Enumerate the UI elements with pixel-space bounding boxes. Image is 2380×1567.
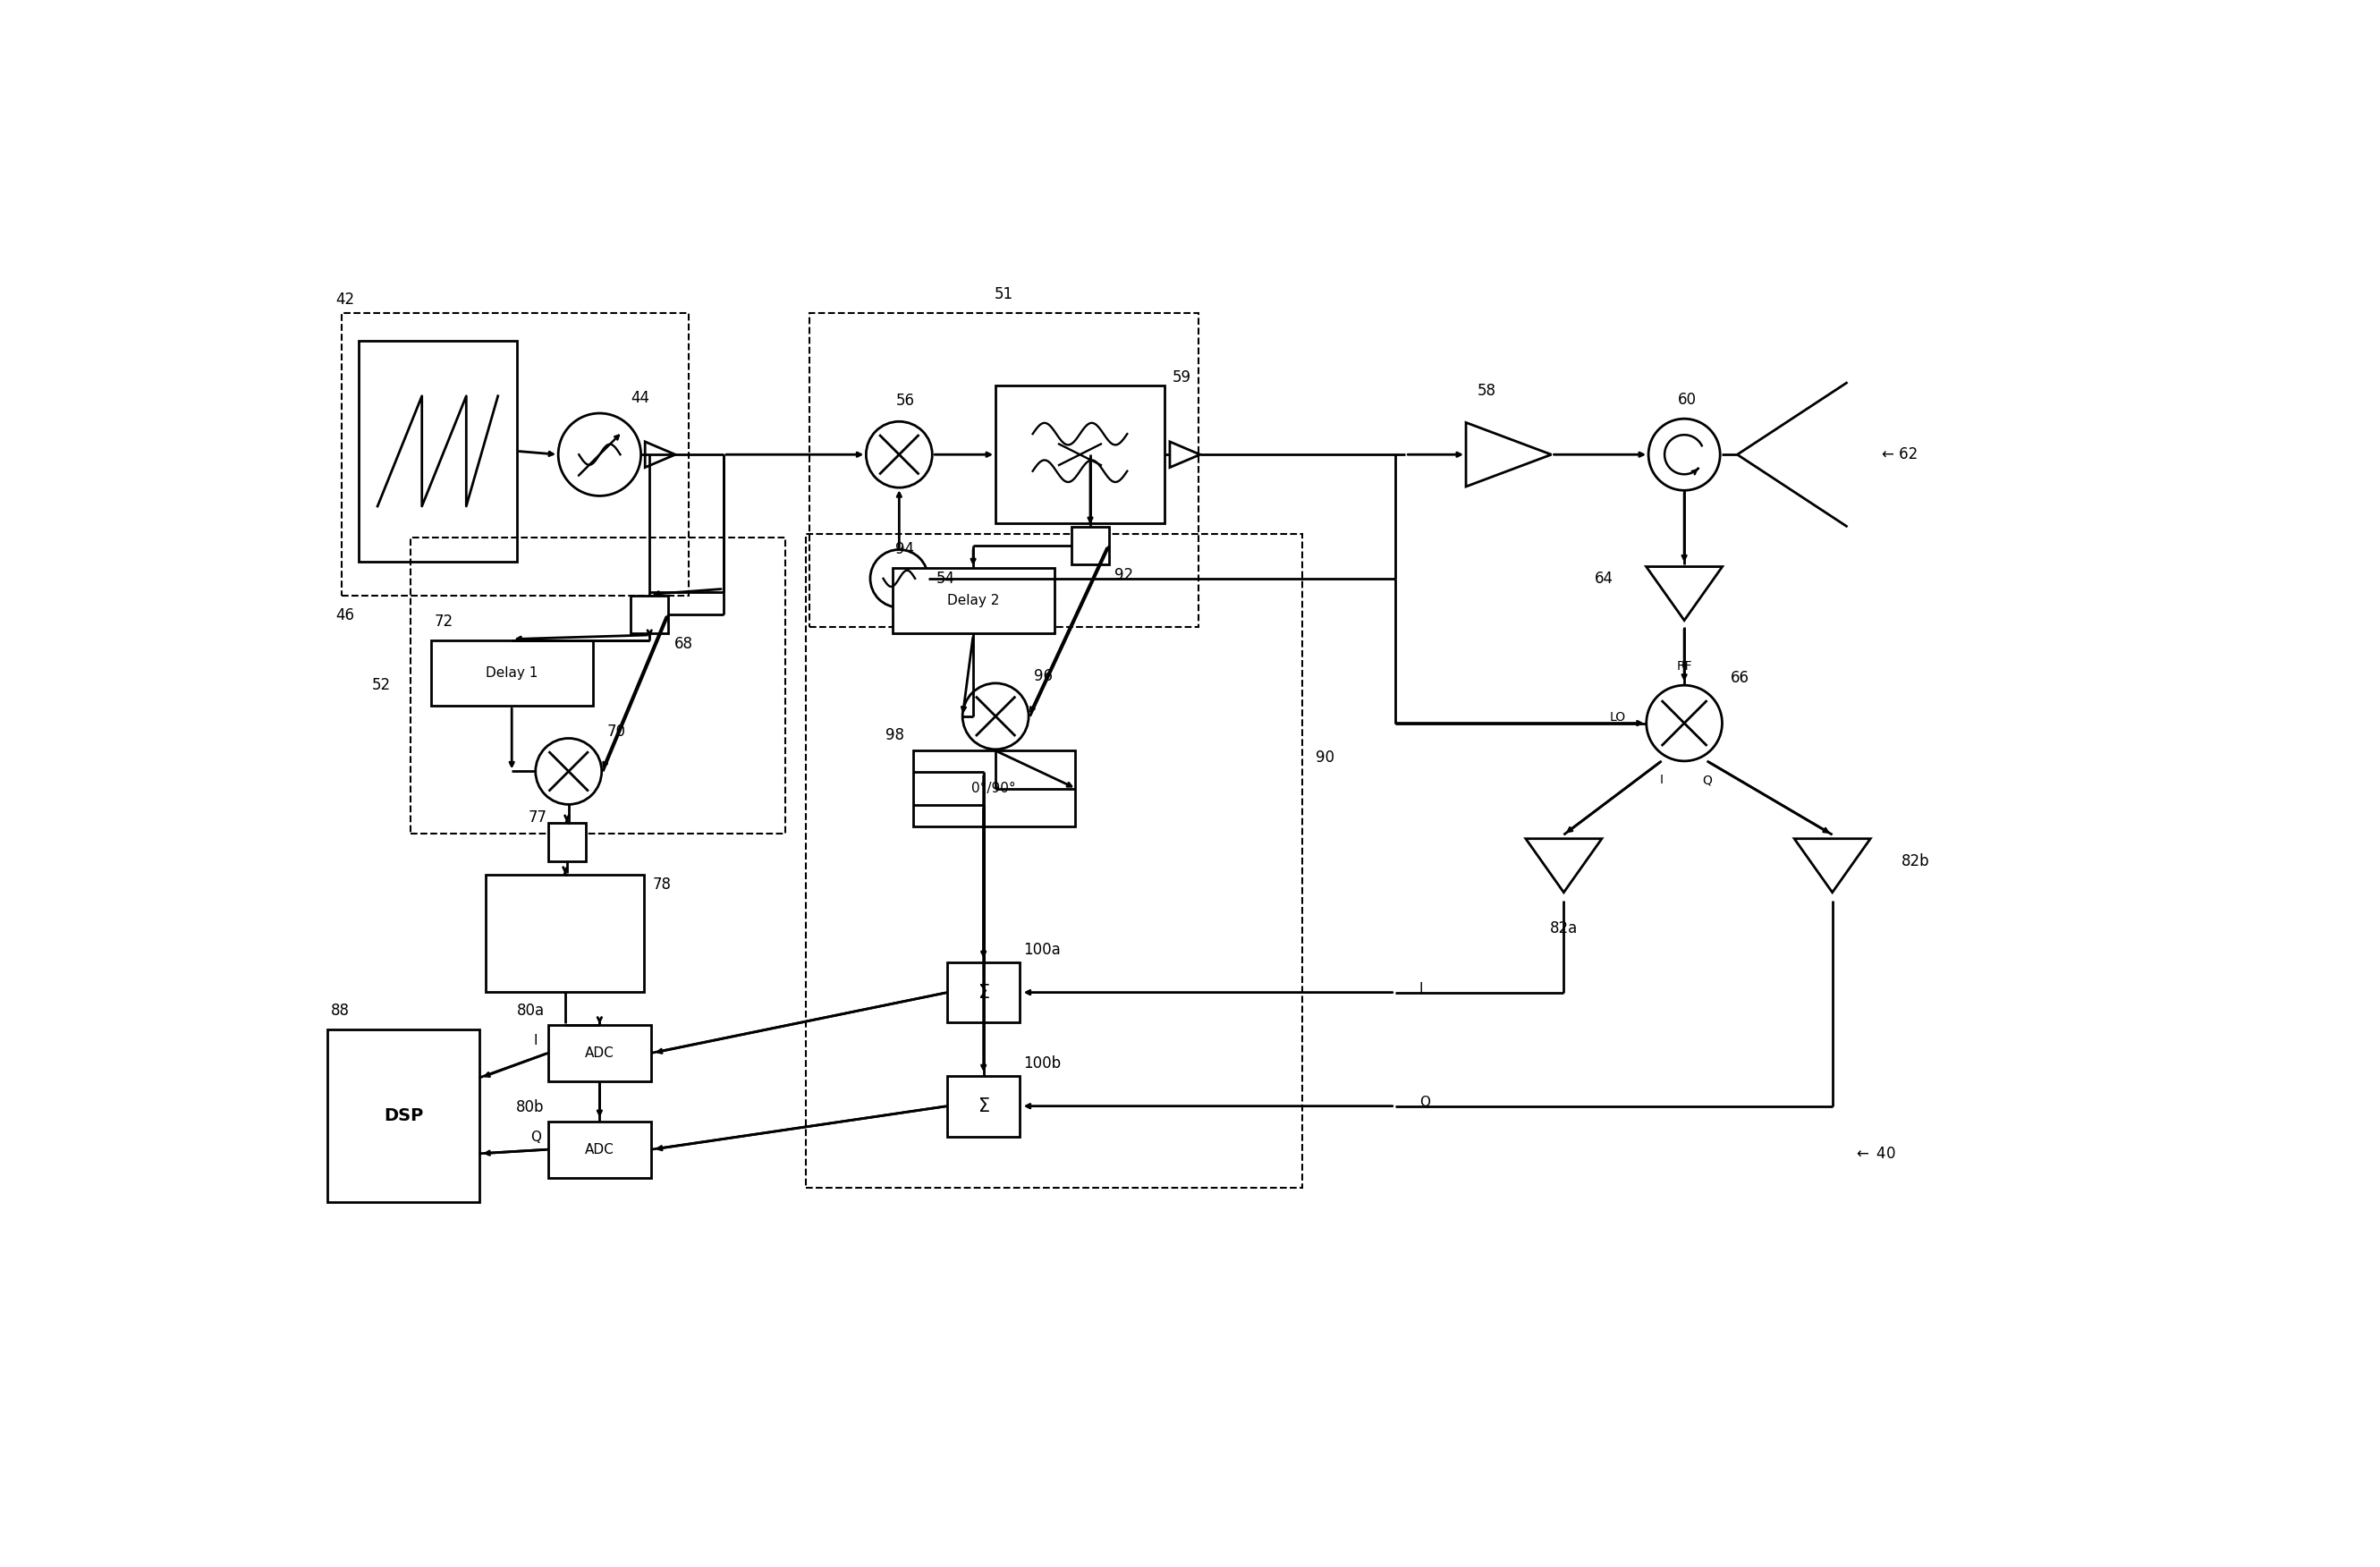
Text: 77: 77 [528,810,547,826]
Text: 42: 42 [336,291,355,307]
Text: 46: 46 [336,606,355,624]
Text: 90: 90 [1316,749,1335,766]
Polygon shape [645,442,676,467]
Circle shape [871,550,928,608]
FancyBboxPatch shape [431,641,593,707]
Text: 51: 51 [995,287,1014,302]
Text: 60: 60 [1678,392,1697,407]
FancyBboxPatch shape [486,874,645,992]
Text: 44: 44 [631,390,650,406]
Text: $\leftarrow$ 40: $\leftarrow$ 40 [1854,1145,1897,1161]
Circle shape [962,683,1028,749]
Polygon shape [1171,442,1200,467]
FancyBboxPatch shape [995,385,1164,523]
Text: I: I [1418,983,1423,995]
Text: 80a: 80a [516,1003,545,1019]
Text: 100b: 100b [1023,1055,1061,1072]
Polygon shape [1466,423,1552,487]
FancyBboxPatch shape [947,1077,1019,1136]
FancyBboxPatch shape [631,595,669,633]
Text: Q: Q [1702,774,1711,787]
Text: 96: 96 [1035,668,1052,685]
FancyBboxPatch shape [914,751,1076,826]
Polygon shape [1795,838,1871,892]
Text: LO: LO [1609,711,1626,724]
Polygon shape [1647,567,1723,621]
FancyBboxPatch shape [547,1122,652,1178]
Text: DSP: DSP [383,1108,424,1124]
Text: Q: Q [1418,1095,1430,1109]
Text: 66: 66 [1730,671,1749,686]
Text: 52: 52 [371,677,390,693]
Text: 54: 54 [935,570,954,586]
Text: 0°/90°: 0°/90° [971,782,1016,796]
FancyBboxPatch shape [359,342,516,561]
Circle shape [866,422,933,487]
Text: 88: 88 [331,1003,350,1019]
FancyBboxPatch shape [892,569,1054,633]
Circle shape [1649,418,1721,490]
Text: 92: 92 [1114,567,1133,583]
Text: ← 62: ← 62 [1883,447,1918,462]
FancyBboxPatch shape [947,962,1019,1023]
Text: Delay 1: Delay 1 [486,666,538,680]
Text: ADC: ADC [585,1047,614,1059]
Text: Delay 2: Delay 2 [947,594,1000,608]
Text: I: I [1659,774,1664,787]
Text: 80b: 80b [516,1100,545,1116]
Text: RF: RF [1676,660,1692,672]
Circle shape [1647,685,1723,762]
Text: 82a: 82a [1549,920,1578,937]
Text: 100a: 100a [1023,942,1061,957]
Text: 70: 70 [607,724,626,740]
Text: 64: 64 [1595,570,1614,586]
FancyBboxPatch shape [328,1030,478,1202]
Text: 82b: 82b [1902,852,1930,870]
Text: Q: Q [531,1130,540,1144]
Text: 78: 78 [652,878,671,893]
Text: 72: 72 [433,613,452,630]
Text: 94: 94 [895,541,914,556]
Text: 56: 56 [895,393,914,409]
Text: $\Sigma$: $\Sigma$ [978,1097,990,1116]
Text: ADC: ADC [585,1142,614,1156]
FancyBboxPatch shape [1071,527,1109,564]
Circle shape [536,738,602,804]
Text: 59: 59 [1173,370,1192,385]
Circle shape [559,414,640,495]
FancyBboxPatch shape [547,1025,652,1081]
Text: 58: 58 [1478,384,1497,400]
Text: 68: 68 [674,636,693,652]
Text: I: I [533,1034,538,1047]
FancyBboxPatch shape [547,823,585,860]
Text: 98: 98 [885,727,904,744]
Polygon shape [1526,838,1602,892]
Text: $\Sigma$: $\Sigma$ [978,984,990,1001]
